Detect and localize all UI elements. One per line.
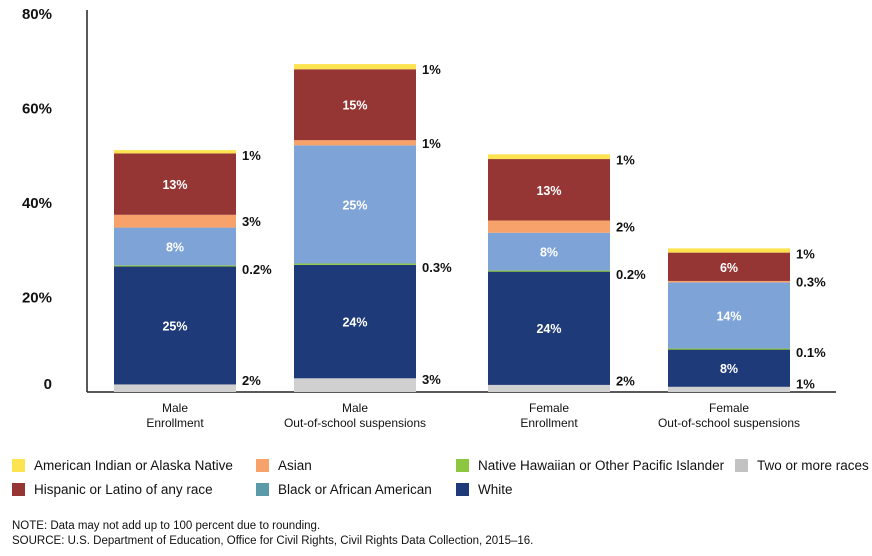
note-text: NOTE: Data may not add up to 100 percent… [12,519,533,534]
y-tick-label: 80% [22,6,52,23]
bar-value-label: 25% [162,319,187,333]
legend-label: Native Hawaiian or Other Pacific Islande… [478,458,724,473]
bar-value-label: 8% [540,246,558,260]
bar-segment [668,281,790,282]
category-label: Male [162,401,188,415]
bar-segment [668,349,790,350]
bar-value-label: 13% [536,184,561,198]
side-value-label: 0.2% [242,262,272,277]
legend-item: Black or African American [256,482,432,497]
bar-segment [294,378,416,392]
notes: NOTE: Data may not add up to 100 percent… [12,519,533,549]
bar-value-label: 25% [342,198,367,212]
category-label: Enrollment [146,416,204,430]
legend-item: Hispanic or Latino of any race [12,482,213,497]
stacked-bar-chart: 0 20% 40% 60% 80% 25% 8% 13% 24% 25% 15% 24% 8% 13% 8… [0,0,872,450]
bar-segment [668,387,790,392]
category-label: Female [529,401,569,415]
bar-segment [114,215,236,228]
bar-segment [294,140,416,145]
legend-item: Two or more races [735,458,869,473]
bar-segment [294,263,416,264]
category-label: Female [709,401,749,415]
bar-segment [488,154,610,159]
legend-swatch [12,459,25,472]
side-value-label: 0.3% [422,260,452,275]
y-tick-label: 0 [44,376,52,393]
side-value-label: 0.1% [796,345,826,360]
legend-label: White [478,482,513,497]
bar-segment [668,248,790,252]
category-label: Out-of-school suspensions [284,416,426,430]
side-value-label: 1% [422,62,441,77]
category-label: Enrollment [520,416,578,430]
category-label: Male [342,401,368,415]
legend-label: Two or more races [757,458,869,473]
side-value-label: 1% [796,376,815,391]
y-tick-label: 20% [22,290,52,307]
bar-value-label: 24% [536,322,561,336]
side-value-label: 1% [242,148,261,163]
side-value-label: 2% [242,373,261,388]
bars-group: 25% 8% 13% 24% 25% 15% 24% 8% 13% 8% 14% 6% [114,64,790,392]
legend-swatch [735,459,748,472]
legend-swatch [456,459,469,472]
legend-item: Asian [256,458,312,473]
legend-swatch [456,483,469,496]
legend-item: Native Hawaiian or Other Pacific Islande… [456,458,724,473]
bar-segment [114,265,236,266]
legend-label: American Indian or Alaska Native [34,458,233,473]
legend-swatch [256,459,269,472]
category-label: Out-of-school suspensions [658,416,800,430]
bar-segment [488,271,610,272]
bar-value-label: 13% [162,178,187,192]
source-text: SOURCE: U.S. Department of Education, Of… [12,534,533,549]
legend-label: Black or African American [278,482,432,497]
side-value-label: 1% [616,152,635,167]
legend-swatch [256,483,269,496]
bar-segment [294,64,416,69]
legend-label: Hispanic or Latino of any race [34,482,213,497]
side-value-label: 0.3% [796,275,826,290]
side-value-label: 3% [422,372,441,387]
legend-swatch [12,483,25,496]
bar-segment [114,384,236,392]
legend-item: White [456,482,513,497]
bar-value-label: 24% [342,316,367,330]
bar-value-label: 6% [720,261,738,275]
y-tick-label: 40% [22,195,52,212]
legend-label: Asian [278,458,312,473]
side-value-label: 2% [616,220,635,235]
legend-item: American Indian or Alaska Native [12,458,233,473]
side-value-label: 0.2% [616,267,646,282]
side-value-label: 3% [242,214,261,229]
bar-segment [114,150,236,153]
side-value-label: 1% [796,246,815,261]
legend: American Indian or Alaska Native Asian Nat… [0,455,872,505]
side-value-label: 1% [422,136,441,151]
bar-segment [488,220,610,232]
bar-value-label: 8% [166,240,184,254]
bar-value-label: 14% [716,309,741,323]
bar-value-label: 15% [342,99,367,113]
bar-value-label: 8% [720,362,738,376]
y-tick-label: 60% [22,101,52,118]
side-value-label: 2% [616,373,635,388]
bar-segment [488,385,610,392]
